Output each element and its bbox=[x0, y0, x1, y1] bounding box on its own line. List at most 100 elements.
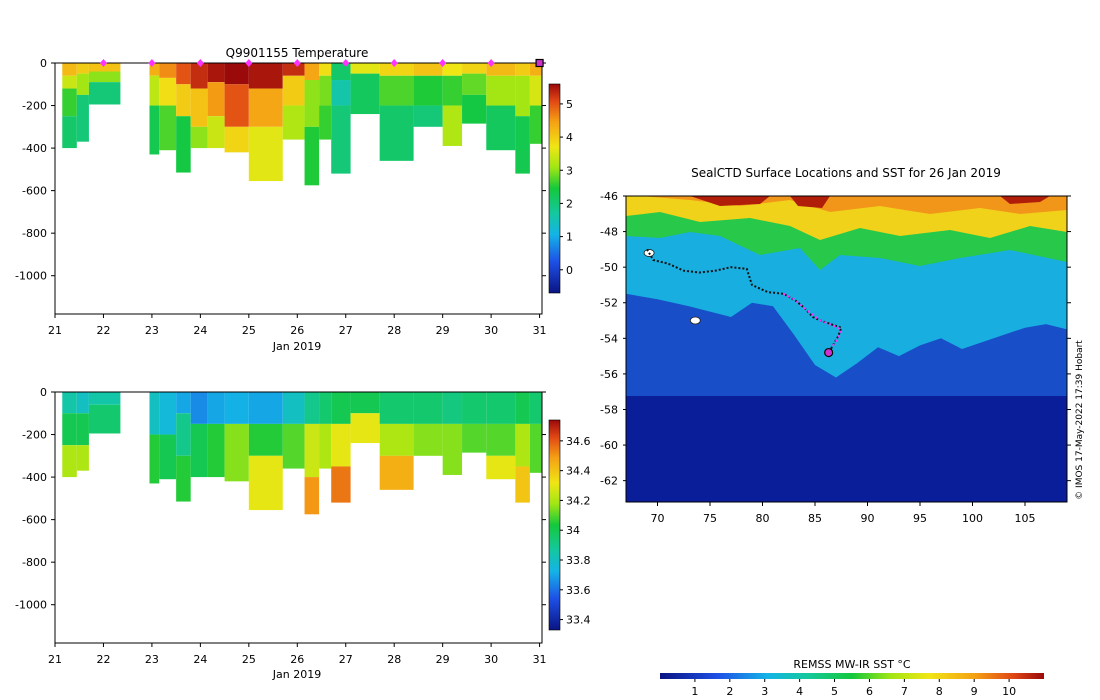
profile-cell bbox=[413, 423, 443, 456]
salinity-colorbar-ticks: 33.4 33.6 33.8 34 34.2 34.4 34.6 bbox=[560, 435, 591, 627]
temperature-title: Q9901155 Temperature bbox=[226, 46, 369, 60]
profile-cell bbox=[282, 63, 305, 76]
profile-cell bbox=[413, 63, 443, 76]
x-tick-label: 27 bbox=[339, 653, 353, 666]
profile-cell bbox=[304, 126, 320, 186]
sst-warmest-water bbox=[690, 196, 1050, 208]
profile-cell bbox=[319, 75, 332, 106]
lon-tick-label: 90 bbox=[861, 512, 875, 525]
x-tick-label: 24 bbox=[193, 324, 207, 337]
temperature-xlabel: Jan 2019 bbox=[272, 340, 321, 353]
profile-cell bbox=[176, 84, 191, 117]
profile-cell bbox=[442, 105, 463, 146]
profile-cell bbox=[176, 63, 191, 85]
y-tick-label: -200 bbox=[22, 429, 47, 442]
profile-cell bbox=[304, 63, 320, 81]
y-tick-label: -800 bbox=[22, 556, 47, 569]
x-tick-label: 25 bbox=[242, 653, 256, 666]
sst-colorbar-tick-label: 9 bbox=[971, 685, 978, 698]
y-tick-label: -600 bbox=[22, 185, 47, 198]
sst-colorbar-label: REMSS MW-IR SST °C bbox=[793, 658, 911, 671]
profile-cell bbox=[62, 116, 77, 149]
lat-tick-label: -48 bbox=[600, 226, 618, 239]
profile-cell bbox=[190, 392, 208, 424]
profile-cell bbox=[76, 94, 89, 142]
profile-cell bbox=[486, 63, 516, 76]
profile-cell bbox=[62, 392, 77, 414]
map-lat-ticks: -46 -48 -50 -52 -54 -56 -58 -60 -62 bbox=[600, 190, 1071, 488]
profile-marker bbox=[148, 59, 156, 67]
profile-cell bbox=[88, 71, 121, 83]
profile-cell bbox=[248, 126, 283, 182]
colorbar-tick-label: 33.8 bbox=[566, 554, 591, 567]
temperature-panel: Q9901155 Temperature 0 -200 -400 -600 -800 -1… bbox=[15, 46, 573, 353]
profile-cell bbox=[515, 423, 530, 467]
profile-cell bbox=[442, 392, 463, 424]
profile-marker bbox=[342, 59, 350, 67]
sst-colorbar-tick-label: 5 bbox=[831, 685, 838, 698]
profile-cell bbox=[331, 392, 351, 424]
profile-cell bbox=[350, 413, 380, 444]
colorbar-tick-label: 5 bbox=[566, 98, 573, 111]
colorbar-tick-label: 3 bbox=[566, 164, 573, 177]
profile-cell bbox=[442, 63, 463, 76]
y-tick-label: -1000 bbox=[15, 270, 47, 283]
profile-cell bbox=[248, 88, 283, 127]
profile-cell bbox=[462, 73, 487, 95]
profile-cell bbox=[379, 423, 414, 456]
profile-cell bbox=[176, 413, 191, 456]
colorbar-tick-label: 34.2 bbox=[566, 494, 591, 507]
profile-cell bbox=[413, 75, 443, 106]
sst-colorbar-tick-label: 2 bbox=[726, 685, 733, 698]
x-tick-label: 28 bbox=[387, 324, 401, 337]
sst-colorbar-group: REMSS MW-IR SST °C 1 2 3 4 5 6 7 8 9 10 bbox=[660, 658, 1044, 698]
colorbar-tick-label: 34.6 bbox=[566, 435, 591, 448]
x-tick-label: 24 bbox=[193, 653, 207, 666]
profile-cell bbox=[379, 392, 414, 424]
profile-cell bbox=[379, 455, 414, 490]
profile-cell bbox=[486, 105, 516, 151]
lat-tick-label: -46 bbox=[600, 190, 618, 203]
profile-cell bbox=[462, 423, 487, 453]
temperature-colorbar-ticks: 0 1 2 3 4 5 bbox=[560, 98, 573, 277]
sst-colorbar-tick-label: 7 bbox=[901, 685, 908, 698]
sst-colorbar-tick-label: 6 bbox=[866, 685, 873, 698]
x-tick-label: 31 bbox=[533, 653, 547, 666]
profile-cell bbox=[149, 63, 160, 76]
profile-cell bbox=[331, 423, 351, 467]
profile-cell bbox=[282, 105, 305, 140]
profile-cell bbox=[76, 63, 89, 74]
profile-marker bbox=[390, 59, 398, 67]
lon-tick-label: 75 bbox=[703, 512, 717, 525]
profile-cell bbox=[486, 423, 516, 456]
x-tick-label: 29 bbox=[436, 324, 450, 337]
colorbar-tick-label: 33.6 bbox=[566, 584, 591, 597]
profile-cell bbox=[331, 105, 351, 174]
colorbar-tick-label: 34 bbox=[566, 524, 580, 537]
profile-marker bbox=[439, 59, 447, 67]
profile-cell bbox=[442, 75, 463, 106]
profile-cell bbox=[149, 392, 160, 435]
profile-cell bbox=[529, 75, 542, 106]
profile-cell bbox=[88, 63, 121, 72]
lon-tick-label: 95 bbox=[913, 512, 927, 525]
profile-cell bbox=[331, 466, 351, 503]
x-tick-label: 21 bbox=[48, 324, 62, 337]
profile-cell bbox=[379, 63, 414, 76]
current-profile-marker bbox=[535, 58, 544, 68]
seal-track bbox=[646, 248, 843, 352]
x-tick-label: 22 bbox=[96, 324, 110, 337]
temperature-x-ticks: 21 22 23 24 25 26 27 28 29 30 31 bbox=[48, 314, 547, 337]
y-tick-label: 0 bbox=[40, 386, 47, 399]
profile-cell bbox=[319, 105, 332, 140]
profile-cell bbox=[88, 82, 121, 105]
seal-track-recent bbox=[783, 292, 843, 348]
profile-cell bbox=[76, 73, 89, 95]
profile-cell bbox=[159, 105, 177, 151]
credit-text: © IMOS 17-May-2022 17:39 Hobart bbox=[1075, 340, 1085, 500]
profile-cell bbox=[319, 392, 332, 424]
x-tick-label: 28 bbox=[387, 653, 401, 666]
lon-tick-label: 80 bbox=[756, 512, 770, 525]
profile-cell bbox=[190, 423, 208, 478]
salinity-cells bbox=[62, 392, 542, 515]
